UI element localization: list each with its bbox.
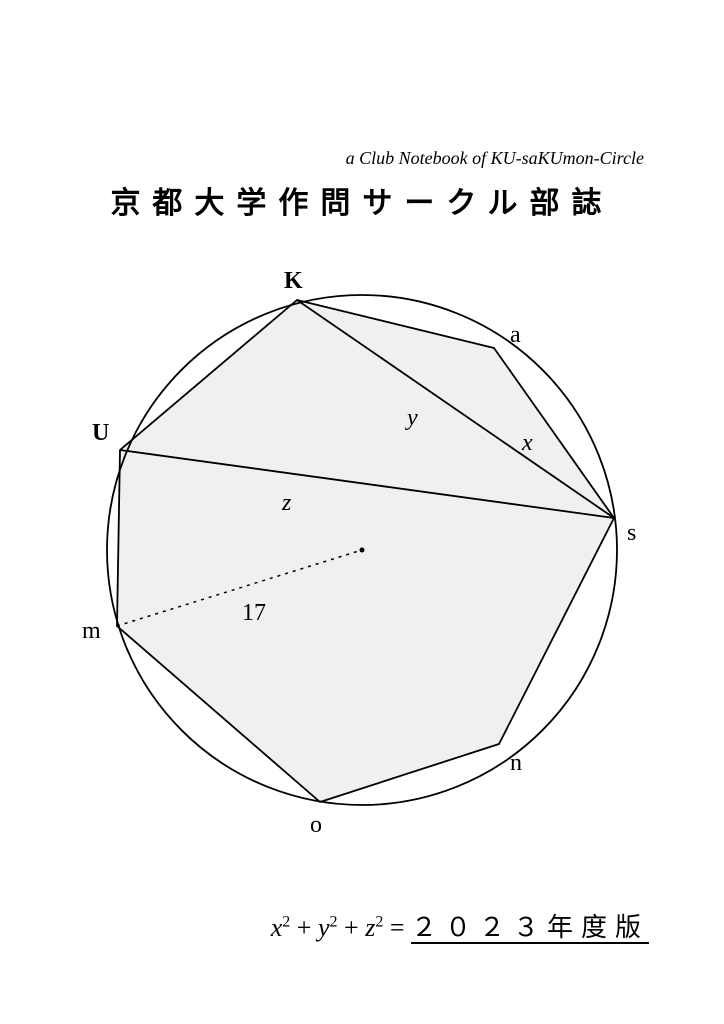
vertex-label-n: n [510, 750, 522, 776]
vertex-label-a: a [510, 322, 521, 348]
year-edition: ２０２３年度版 [411, 913, 649, 942]
edge-label-x: x [521, 430, 533, 456]
var-y: y [318, 913, 330, 942]
edge-label-r: 17 [242, 600, 266, 626]
equals: = [390, 913, 411, 942]
edge-label-y: y [405, 405, 418, 431]
equation: x2 + y2 + z2 = ２０２３年度版 [271, 907, 649, 944]
vertex-label-U: U [92, 420, 109, 446]
var-z: z [365, 913, 375, 942]
edge-label-z: z [281, 490, 292, 516]
main-title: 京都大学作問サークル部誌 [0, 178, 724, 222]
geometry-diagram: Ka s n o m Ux y z 17 [62, 250, 662, 850]
vertex-label-o: o [310, 812, 322, 838]
vertex-label-s: s [627, 520, 636, 546]
vertex-label-m: m [82, 618, 101, 644]
var-x: x [271, 913, 283, 942]
vertex-label-K: K [284, 268, 303, 294]
subtitle: a Club Notebook of KU-saKUmon-Circle [346, 148, 644, 169]
